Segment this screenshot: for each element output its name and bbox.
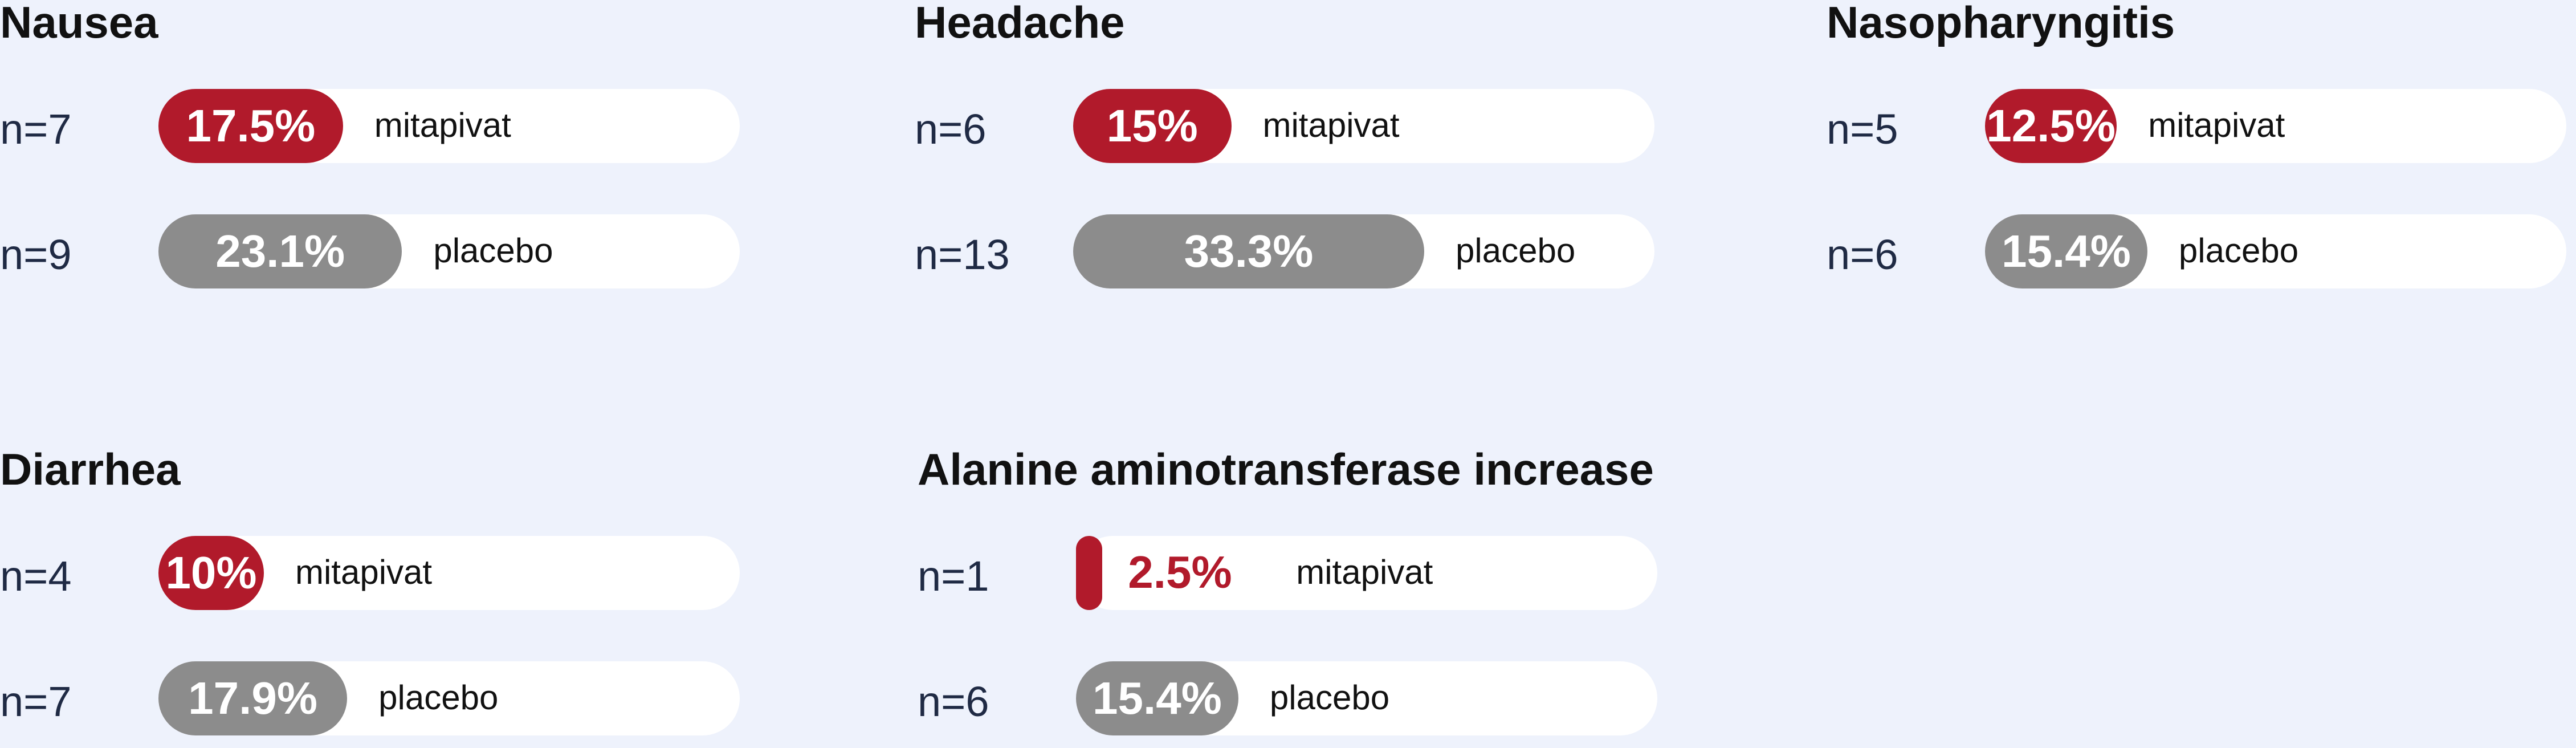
panel-title: Nausea (0, 0, 158, 47)
bar-track: 33.3% placebo (1073, 214, 1654, 288)
bar-row: n=5 12.5% mitapivat (1827, 89, 2567, 164)
bar-track: 23.1% placebo (158, 214, 740, 288)
bar: 10% (158, 536, 264, 610)
bar-track: 12.5% mitapivat (1985, 89, 2566, 163)
bar-row: n=1 2.5% mitapivat (918, 536, 1658, 611)
bar-row: n=9 23.1% placebo (0, 214, 741, 290)
bar: 17.5% (158, 89, 343, 163)
data-label: 2.5% (1128, 547, 1232, 597)
bar-row: n=13 33.3% placebo (915, 214, 1656, 290)
bar-track: 15.4% placebo (1076, 661, 1657, 735)
bar-track: 15% mitapivat (1073, 89, 1654, 163)
series-label: mitapivat (1262, 106, 1400, 144)
sample-size-label: n=4 (0, 552, 72, 600)
bar-row: n=6 15.4% placebo (1827, 214, 2567, 290)
sample-size-label: n=7 (0, 105, 72, 153)
chart-panel: Nausea n=7 17.5% mitapivat n=9 23.1% placebo (0, 0, 741, 296)
bar-row: n=7 17.5% mitapivat (0, 89, 741, 164)
panel-title: Alanine aminotransferase increase (918, 444, 1654, 494)
bar-row: n=4 10% mitapivat (0, 536, 741, 611)
series-label: placebo (1456, 231, 1576, 270)
bar-track: 17.5% mitapivat (158, 89, 740, 163)
data-label: 15.4% (1093, 673, 1222, 723)
bar: 12.5% (1985, 89, 2117, 163)
data-label: 17.5% (186, 100, 316, 151)
series-label: placebo (1269, 678, 1390, 717)
chart-panel: Alanine aminotransferase increase n=1 2.5%… (918, 447, 1658, 743)
bar: 17.9% (158, 661, 348, 735)
series-label: mitapivat (374, 106, 511, 144)
sample-size-label: n=6 (915, 105, 987, 153)
series-label: mitapivat (1296, 553, 1433, 591)
data-label: 15.4% (2002, 226, 2131, 277)
chart-panel: Nasopharyngitis n=5 12.5% mitapivat n=6 15.4%… (1827, 0, 2567, 296)
series-label: placebo (433, 231, 553, 270)
bar-track: 17.9% placebo (158, 661, 740, 735)
bar-track: 10% mitapivat (158, 536, 740, 610)
sample-size-label: n=9 (0, 231, 72, 278)
panel-title: Diarrhea (0, 444, 181, 494)
bar-track: 2.5% mitapivat (1076, 536, 1657, 610)
series-label: placebo (2178, 231, 2299, 270)
bar: 15.4% (1076, 661, 1238, 735)
bar-row: n=6 15.4% placebo (918, 661, 1658, 737)
sample-size-label: n=5 (1827, 105, 1898, 153)
sample-size-label: n=1 (918, 552, 989, 600)
sample-size-label: n=13 (915, 231, 1010, 278)
sample-size-label: n=6 (1827, 231, 1898, 278)
data-label: 15% (1106, 100, 1198, 151)
bar-track: 15.4% placebo (1985, 214, 2566, 288)
data-label: 33.3% (1184, 226, 1314, 277)
data-label: 23.1% (215, 226, 345, 277)
data-label: 17.9% (188, 673, 317, 723)
bar (1076, 536, 1103, 610)
series-label: mitapivat (295, 553, 433, 591)
bar: 33.3% (1073, 214, 1425, 288)
bar: 15.4% (1985, 214, 2147, 288)
data-label: 12.5% (1986, 100, 2116, 151)
chart-panel: Headache n=6 15% mitapivat n=13 33.3% placebo (915, 0, 1656, 296)
chart-panel: Diarrhea n=4 10% mitapivat n=7 17.9% placebo (0, 447, 741, 743)
data-label: 10% (165, 547, 257, 598)
bar: 23.1% (158, 214, 402, 288)
bar: 15% (1073, 89, 1232, 163)
series-label: placebo (378, 678, 499, 717)
series-label: mitapivat (2148, 106, 2285, 144)
panel-title: Headache (915, 0, 1125, 47)
bar-row: n=6 15% mitapivat (915, 89, 1656, 164)
sample-size-label: n=7 (0, 678, 72, 725)
bar-row: n=7 17.9% placebo (0, 661, 741, 737)
sample-size-label: n=6 (918, 678, 989, 725)
panel-title: Nasopharyngitis (1827, 0, 2175, 47)
